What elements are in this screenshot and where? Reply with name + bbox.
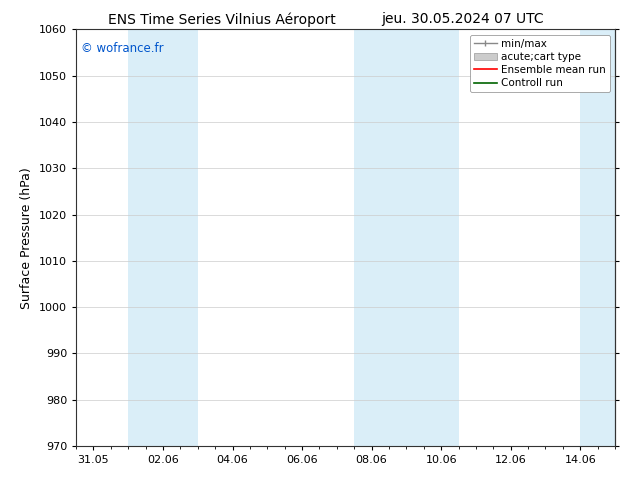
Legend: min/max, acute;cart type, Ensemble mean run, Controll run: min/max, acute;cart type, Ensemble mean …: [470, 35, 610, 92]
Bar: [389, 29, 458, 446]
Bar: [354, 29, 389, 446]
Text: jeu. 30.05.2024 07 UTC: jeu. 30.05.2024 07 UTC: [382, 12, 544, 26]
Y-axis label: Surface Pressure (hPa): Surface Pressure (hPa): [20, 167, 34, 309]
Text: ENS Time Series Vilnius Aéroport: ENS Time Series Vilnius Aéroport: [108, 12, 336, 27]
Bar: [128, 29, 198, 446]
Text: © wofrance.fr: © wofrance.fr: [81, 42, 164, 55]
Bar: [580, 29, 632, 446]
